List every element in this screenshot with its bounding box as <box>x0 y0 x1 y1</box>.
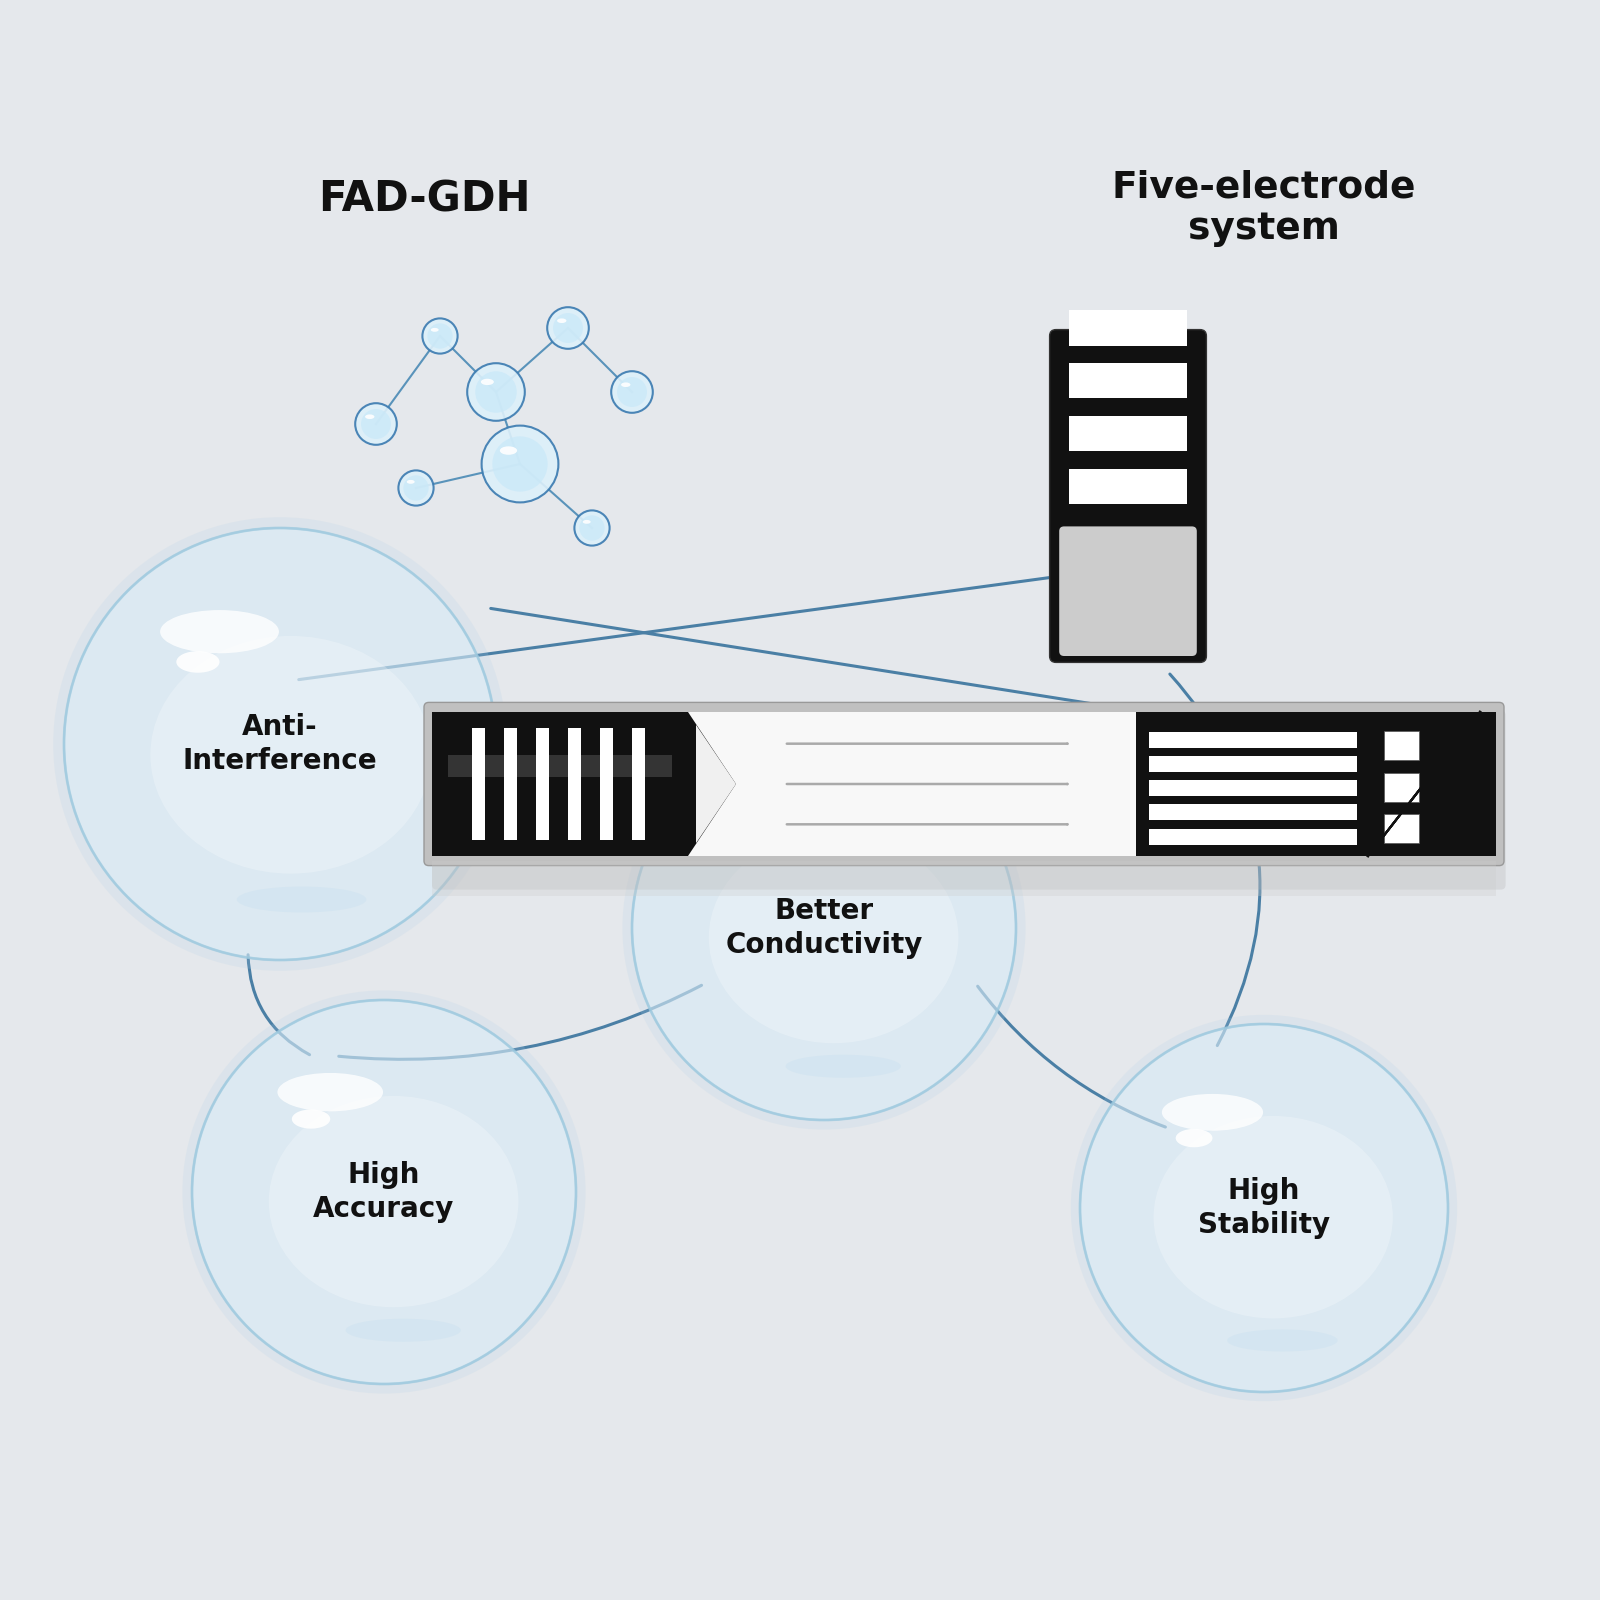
Circle shape <box>398 470 434 506</box>
Circle shape <box>493 437 547 491</box>
Circle shape <box>1080 1024 1448 1392</box>
Polygon shape <box>1064 533 1192 651</box>
Bar <box>432 712 688 856</box>
Bar <box>1384 731 1419 760</box>
Circle shape <box>1070 1014 1458 1402</box>
Bar <box>1384 814 1419 843</box>
Ellipse shape <box>482 379 494 386</box>
Text: FAD-GDH: FAD-GDH <box>318 179 530 221</box>
Ellipse shape <box>176 651 219 672</box>
Bar <box>1136 712 1496 856</box>
Ellipse shape <box>291 1109 330 1128</box>
Text: High
Accuracy: High Accuracy <box>314 1160 454 1224</box>
Bar <box>472 728 485 840</box>
Ellipse shape <box>365 414 374 419</box>
Text: Anti-
Interference: Anti- Interference <box>182 712 378 776</box>
Bar <box>1069 469 1187 504</box>
Bar <box>600 728 613 840</box>
Bar <box>1149 805 1357 821</box>
Ellipse shape <box>499 446 517 454</box>
Circle shape <box>574 510 610 546</box>
Circle shape <box>547 307 589 349</box>
Circle shape <box>579 515 605 541</box>
Bar <box>1149 781 1357 797</box>
Ellipse shape <box>269 1096 518 1307</box>
Bar <box>432 861 1496 896</box>
Circle shape <box>64 528 496 960</box>
Ellipse shape <box>731 845 770 864</box>
Ellipse shape <box>346 1318 461 1342</box>
Circle shape <box>182 990 586 1394</box>
Circle shape <box>53 517 507 971</box>
Ellipse shape <box>160 610 278 653</box>
Ellipse shape <box>1162 1094 1262 1131</box>
Circle shape <box>618 378 646 406</box>
FancyBboxPatch shape <box>1059 526 1197 656</box>
Circle shape <box>467 363 525 421</box>
Bar <box>1069 416 1187 451</box>
Circle shape <box>475 371 517 413</box>
Circle shape <box>355 403 397 445</box>
Ellipse shape <box>430 328 438 331</box>
Text: Better
Conductivity: Better Conductivity <box>725 896 923 960</box>
Bar <box>688 712 1136 856</box>
Ellipse shape <box>709 832 958 1043</box>
Circle shape <box>554 314 582 342</box>
Polygon shape <box>688 712 736 856</box>
Ellipse shape <box>621 382 630 387</box>
Ellipse shape <box>717 810 822 848</box>
Bar <box>536 728 549 840</box>
Bar <box>1149 731 1357 747</box>
Ellipse shape <box>1227 1330 1338 1352</box>
Circle shape <box>192 1000 576 1384</box>
Circle shape <box>611 371 653 413</box>
Ellipse shape <box>1154 1117 1394 1318</box>
Circle shape <box>622 726 1026 1130</box>
Bar <box>568 728 581 840</box>
Circle shape <box>422 318 458 354</box>
Ellipse shape <box>406 480 414 483</box>
Bar <box>448 755 672 776</box>
Bar <box>504 728 517 840</box>
Circle shape <box>403 475 429 501</box>
Text: High
Stability: High Stability <box>1198 1176 1330 1240</box>
Ellipse shape <box>557 318 566 323</box>
FancyBboxPatch shape <box>1050 330 1206 662</box>
FancyBboxPatch shape <box>432 710 1506 890</box>
Bar <box>1384 773 1419 802</box>
Ellipse shape <box>277 1074 382 1112</box>
Circle shape <box>482 426 558 502</box>
Polygon shape <box>688 712 736 856</box>
Bar <box>632 728 645 840</box>
Bar <box>1149 755 1357 771</box>
Text: Five-electrode
system: Five-electrode system <box>1112 170 1416 246</box>
Ellipse shape <box>582 520 590 523</box>
FancyBboxPatch shape <box>424 702 1504 866</box>
Circle shape <box>362 410 390 438</box>
Ellipse shape <box>1176 1130 1213 1147</box>
Ellipse shape <box>237 886 366 912</box>
Bar <box>1149 829 1357 845</box>
Polygon shape <box>696 725 736 843</box>
Circle shape <box>632 736 1016 1120</box>
Ellipse shape <box>786 1054 901 1078</box>
Bar <box>1069 363 1187 398</box>
Ellipse shape <box>150 635 432 874</box>
Circle shape <box>427 323 453 349</box>
Bar <box>1069 310 1187 346</box>
